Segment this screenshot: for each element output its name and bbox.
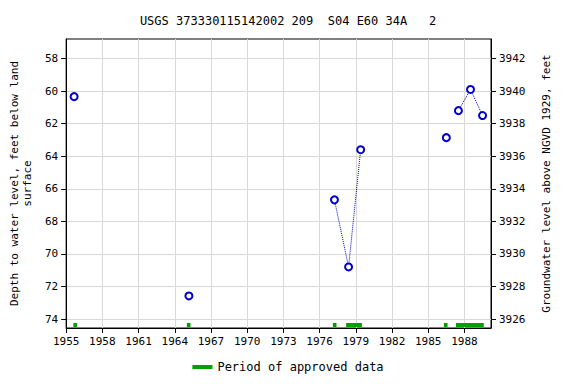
svg-text:surface: surface [21, 160, 34, 206]
svg-text:3932: 3932 [499, 215, 526, 228]
svg-text:3934: 3934 [499, 182, 526, 195]
svg-text:1958: 1958 [89, 335, 116, 348]
svg-text:1976: 1976 [306, 335, 333, 348]
svg-text:74: 74 [45, 313, 59, 326]
svg-text:1964: 1964 [162, 335, 189, 348]
svg-text:1967: 1967 [198, 335, 225, 348]
svg-text:64: 64 [45, 150, 59, 163]
svg-text:3940: 3940 [499, 85, 526, 98]
svg-text:62: 62 [45, 117, 58, 130]
svg-text:1979: 1979 [343, 335, 370, 348]
svg-text:3928: 3928 [499, 280, 526, 293]
svg-text:1955: 1955 [53, 335, 80, 348]
svg-text:70: 70 [45, 247, 58, 260]
svg-text:1985: 1985 [415, 335, 442, 348]
svg-text:1973: 1973 [270, 335, 297, 348]
svg-text:58: 58 [45, 52, 58, 65]
svg-text:72: 72 [45, 280, 58, 293]
svg-text:3936: 3936 [499, 150, 526, 163]
svg-text:Depth to water level, feet bel: Depth to water level, feet below land [8, 61, 21, 306]
svg-text:60: 60 [45, 85, 58, 98]
svg-text:3926: 3926 [499, 313, 526, 326]
svg-text:1988: 1988 [451, 335, 478, 348]
svg-text:66: 66 [45, 182, 58, 195]
svg-text:USGS 373330115142002 209 S04: USGS 373330115142002 209 S04 E60 34A 2 [140, 14, 436, 28]
svg-text:1961: 1961 [125, 335, 152, 348]
svg-text:1982: 1982 [379, 335, 406, 348]
svg-text:Period of approved data: Period of approved data [217, 360, 383, 374]
svg-text:Groundwater level above NGVD 1: Groundwater level above NGVD 1929, feet [540, 54, 553, 312]
svg-text:3938: 3938 [499, 117, 526, 130]
svg-text:1970: 1970 [234, 335, 261, 348]
svg-text:3930: 3930 [499, 247, 526, 260]
svg-text:68: 68 [45, 215, 58, 228]
svg-text:3942: 3942 [499, 52, 526, 65]
